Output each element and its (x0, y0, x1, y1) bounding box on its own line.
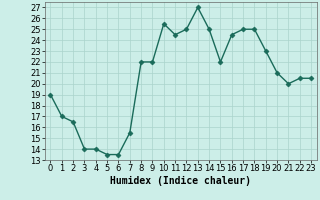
X-axis label: Humidex (Indice chaleur): Humidex (Indice chaleur) (110, 176, 251, 186)
